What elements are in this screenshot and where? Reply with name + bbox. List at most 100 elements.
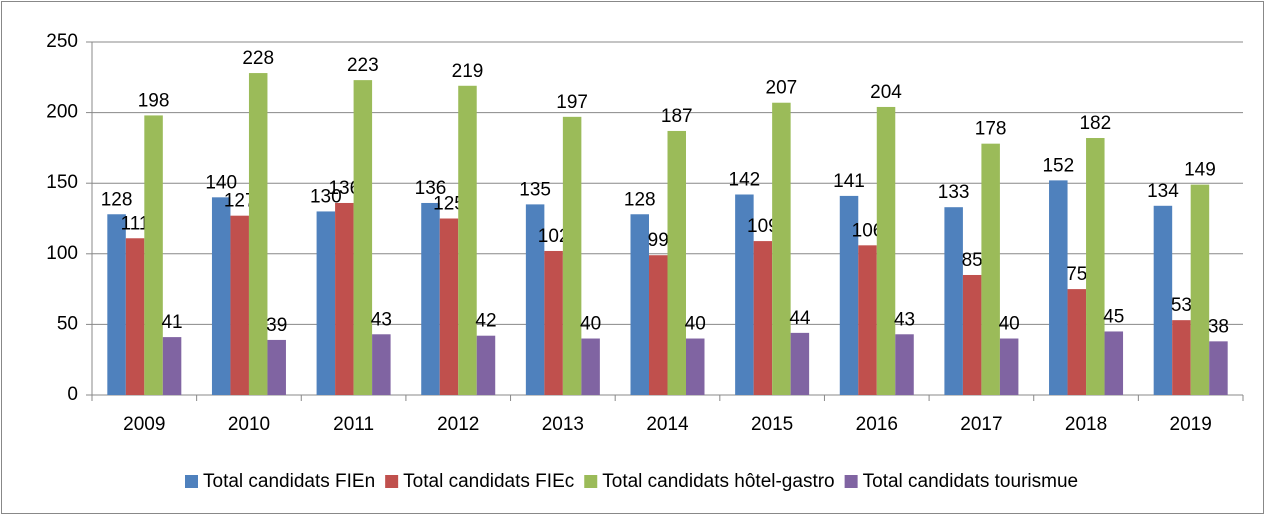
- x-tick-label: 2013: [542, 414, 584, 435]
- data-label: 152: [1042, 155, 1074, 176]
- bar: [125, 238, 145, 395]
- data-label: 111: [121, 213, 150, 234]
- data-label: 136: [328, 178, 360, 199]
- bar: [1172, 320, 1191, 395]
- legend-label: Total candidats FIEc: [403, 471, 574, 492]
- bar: [999, 338, 1019, 395]
- bar: [353, 80, 373, 396]
- legend-swatch: [185, 475, 198, 488]
- x-tick-label: 2016: [856, 414, 898, 435]
- data-label: 140: [205, 172, 237, 193]
- bar: [230, 215, 249, 395]
- data-label: 130: [310, 186, 342, 207]
- bar: [630, 214, 649, 395]
- y-tick-label: 100: [46, 243, 78, 264]
- bar: [107, 214, 126, 395]
- bar: [1190, 184, 1210, 395]
- data-label: 141: [833, 171, 865, 192]
- y-tick-label: 50: [57, 313, 78, 334]
- x-tick-label: 2019: [1170, 414, 1212, 435]
- legend-label: Total candidats hôtel-gastro: [602, 471, 834, 492]
- data-label: 135: [519, 179, 551, 200]
- x-tick-label: 2009: [123, 414, 165, 435]
- bar: [1086, 138, 1105, 396]
- data-label: 134: [1147, 181, 1179, 202]
- x-tick-label: 2010: [228, 414, 270, 435]
- data-label: 128: [624, 189, 656, 210]
- bar: [144, 115, 163, 395]
- data-label: 106: [852, 220, 884, 241]
- data-label: 43: [894, 309, 915, 330]
- bar: [944, 207, 963, 395]
- data-label: 40: [685, 314, 706, 335]
- data-label: 38: [1208, 316, 1229, 337]
- bar: [421, 202, 440, 395]
- bar: [248, 73, 268, 396]
- data-label: 44: [789, 308, 811, 329]
- bar: [562, 116, 582, 395]
- data-label: 228: [242, 48, 274, 69]
- data-label: 207: [766, 78, 798, 99]
- bar: [372, 334, 391, 395]
- x-tick-label: 2017: [960, 414, 1002, 435]
- bar: [753, 241, 773, 395]
- bar: [525, 204, 545, 395]
- bar: [735, 194, 754, 395]
- data-label: 39: [266, 315, 287, 336]
- data-label: 178: [975, 119, 1007, 140]
- bar: [858, 245, 877, 395]
- y-tick-label: 250: [46, 31, 78, 52]
- bar: [581, 338, 600, 395]
- bar: [981, 143, 1000, 395]
- x-tick-label: 2015: [751, 414, 793, 435]
- bar: [772, 102, 791, 395]
- bar: [1104, 331, 1124, 395]
- data-label: 128: [101, 189, 133, 210]
- data-label: 45: [1103, 306, 1124, 327]
- y-tick-label: 150: [46, 172, 78, 193]
- data-label: 142: [729, 170, 761, 191]
- x-tick-label: 2012: [437, 414, 479, 435]
- bar: [476, 335, 496, 395]
- data-label: 182: [1079, 113, 1111, 134]
- x-tick-label: 2011: [333, 414, 374, 435]
- bar: [316, 211, 336, 395]
- data-label: 198: [138, 90, 170, 111]
- legend-swatch: [385, 475, 399, 488]
- data-label: 40: [999, 314, 1020, 335]
- data-label: 109: [747, 216, 779, 237]
- data-label: 204: [870, 82, 902, 103]
- legend-label: Total candidats tourismue: [863, 471, 1078, 492]
- y-tick-label: 0: [67, 384, 78, 405]
- data-label: 42: [475, 311, 496, 332]
- data-label: 133: [938, 182, 970, 203]
- data-label: 40: [580, 314, 601, 335]
- data-label: 125: [433, 194, 465, 215]
- bar: [1209, 341, 1228, 395]
- data-label: 102: [538, 226, 570, 247]
- bar: [544, 250, 563, 395]
- bar: [876, 106, 896, 396]
- bar: [649, 255, 668, 395]
- bar: [1049, 180, 1068, 395]
- data-label: 41: [161, 312, 182, 333]
- bar: [667, 130, 686, 395]
- data-label: 43: [371, 309, 392, 330]
- data-label: 75: [1066, 264, 1087, 285]
- y-tick-label: 200: [46, 102, 78, 123]
- bar: [162, 337, 182, 395]
- data-label: 223: [347, 55, 379, 76]
- x-tick-label: 2018: [1065, 414, 1107, 435]
- legend-swatch: [584, 475, 598, 488]
- bar: [895, 334, 914, 395]
- bar: [839, 195, 859, 395]
- data-label: 53: [1171, 295, 1192, 316]
- legend-swatch: [844, 475, 858, 488]
- data-label: 99: [648, 230, 669, 251]
- data-label: 127: [224, 191, 256, 212]
- data-label: 187: [661, 106, 693, 127]
- bar: [267, 339, 286, 395]
- bar: [1153, 205, 1173, 395]
- data-label: 85: [962, 250, 983, 271]
